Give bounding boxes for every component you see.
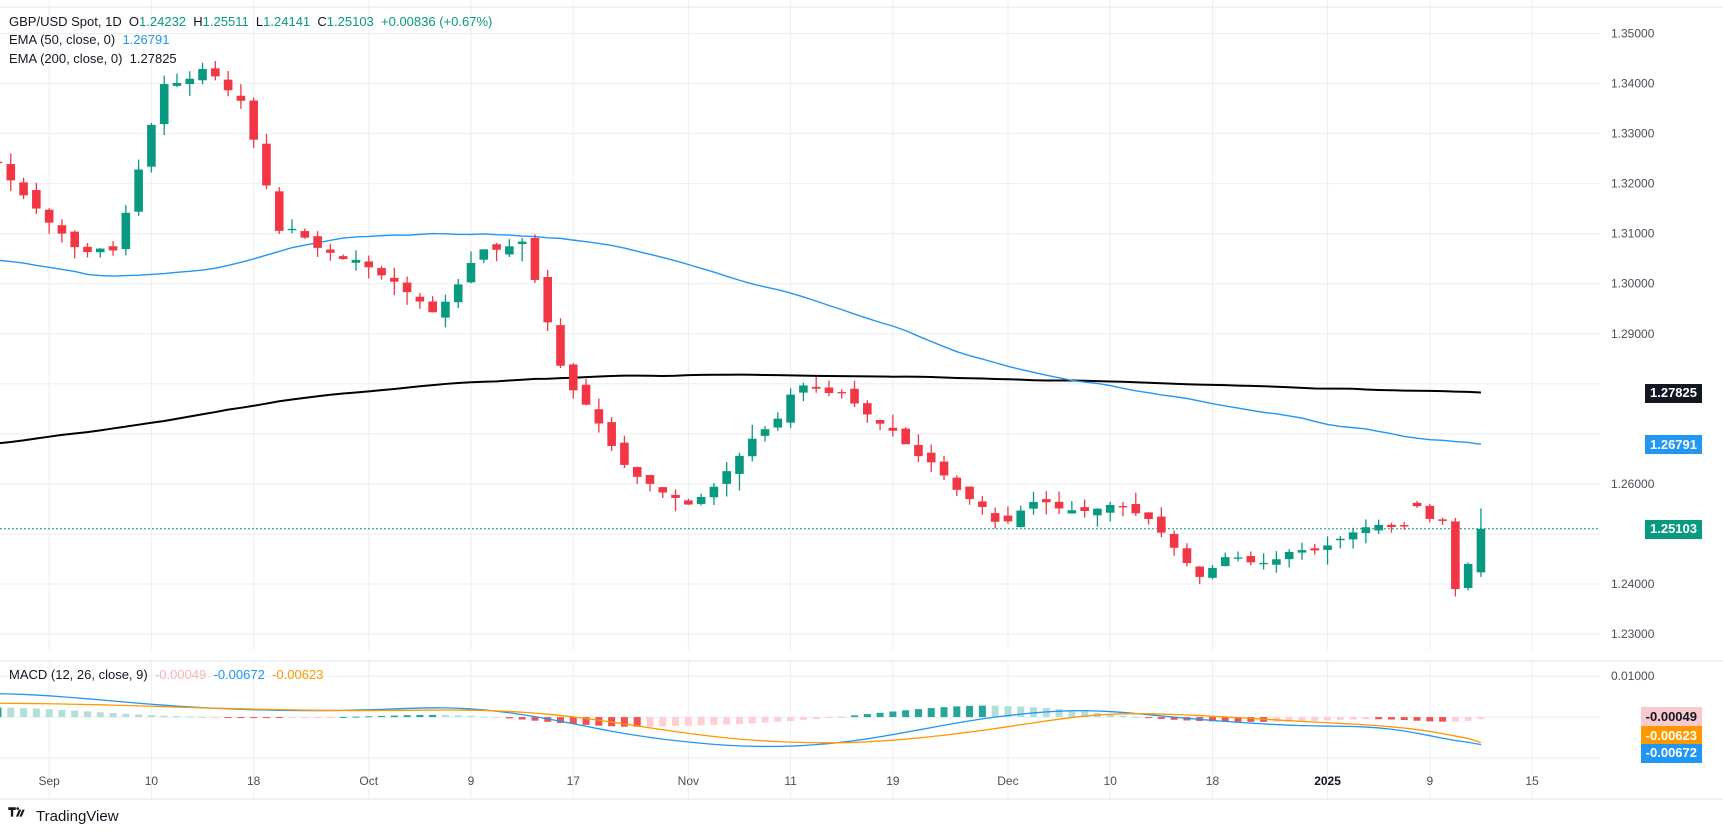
- svg-text:18: 18: [1206, 774, 1220, 788]
- svg-text:1.26000: 1.26000: [1611, 477, 1655, 491]
- svg-text:1.24000: 1.24000: [1611, 577, 1655, 591]
- svg-text:2025: 2025: [1314, 774, 1341, 788]
- svg-text:Sep: Sep: [38, 774, 60, 788]
- svg-text:11: 11: [784, 774, 797, 788]
- svg-text:17: 17: [567, 774, 581, 788]
- svg-text:1.29000: 1.29000: [1611, 327, 1655, 341]
- svg-text:9: 9: [1426, 774, 1433, 788]
- svg-text:Oct: Oct: [359, 774, 378, 788]
- svg-text:19: 19: [886, 774, 900, 788]
- svg-text:1.34000: 1.34000: [1611, 77, 1655, 91]
- svg-text:1.30000: 1.30000: [1611, 277, 1655, 291]
- svg-text:10: 10: [1104, 774, 1118, 788]
- svg-text:9: 9: [468, 774, 475, 788]
- svg-text:Nov: Nov: [678, 774, 699, 788]
- svg-text:15: 15: [1525, 774, 1539, 788]
- svg-text:1.23000: 1.23000: [1611, 627, 1655, 641]
- svg-text:1.32000: 1.32000: [1611, 177, 1655, 191]
- svg-text:10: 10: [145, 774, 159, 788]
- svg-text:18: 18: [247, 774, 261, 788]
- svg-text:1.35000: 1.35000: [1611, 27, 1655, 41]
- svg-text:Dec: Dec: [997, 774, 1018, 788]
- svg-text:1.31000: 1.31000: [1611, 227, 1655, 241]
- svg-text:0.01000: 0.01000: [1611, 669, 1655, 683]
- svg-text:1.33000: 1.33000: [1611, 127, 1655, 141]
